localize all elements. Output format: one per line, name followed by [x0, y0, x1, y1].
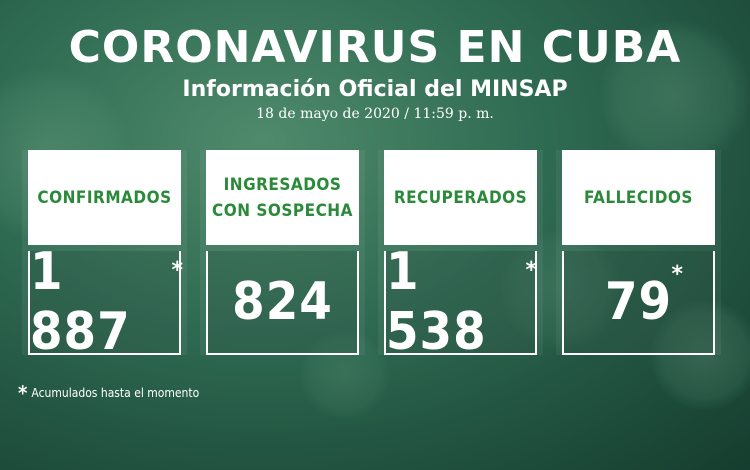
card-label: RECUPERADOS [384, 150, 537, 245]
page-subtitle: Información Oficial del MINSAP [182, 77, 568, 102]
card-value-box: 1 887 [28, 242, 181, 362]
card-value: 824 [232, 272, 333, 332]
card-ingresados: INGRESADOS CON SOSPECHA 824 [200, 150, 365, 355]
page-title: CORONAVIRUS EN CUBA [68, 22, 682, 73]
virus-decoration [300, 330, 390, 420]
card-fallecidos: FALLECIDOS 79 * [556, 150, 721, 355]
asterisk-marker: * [171, 258, 183, 283]
virus-decoration [600, 20, 750, 170]
card-value: 1 887 [30, 242, 131, 362]
virus-decoration [650, 300, 750, 410]
virus-decoration [500, 230, 620, 350]
card-label: CONFIRMADOS [28, 150, 181, 245]
card-value-box: 824 [206, 251, 359, 355]
card-label: FALLECIDOS [562, 150, 715, 245]
card-value-box: 79 [562, 251, 715, 355]
card-value: 79 [604, 272, 673, 332]
asterisk-marker: * [525, 258, 537, 283]
report-date: 18 de mayo de 2020 / 11:59 p. m. [256, 106, 494, 122]
card-confirmados: CONFIRMADOS 1 887 * [22, 150, 187, 362]
card-recuperados: RECUPERADOS 1 538 * [378, 150, 543, 362]
card-value: 1 538 [386, 242, 487, 362]
card-value-box: 1 538 [384, 242, 537, 362]
footnote: * Acumulados hasta el momento [18, 381, 199, 405]
card-label: INGRESADOS CON SOSPECHA [206, 150, 359, 245]
footnote-asterisk: * [18, 381, 28, 405]
footnote-text: Acumulados hasta el momento [31, 386, 200, 400]
asterisk-marker: * [671, 262, 683, 287]
